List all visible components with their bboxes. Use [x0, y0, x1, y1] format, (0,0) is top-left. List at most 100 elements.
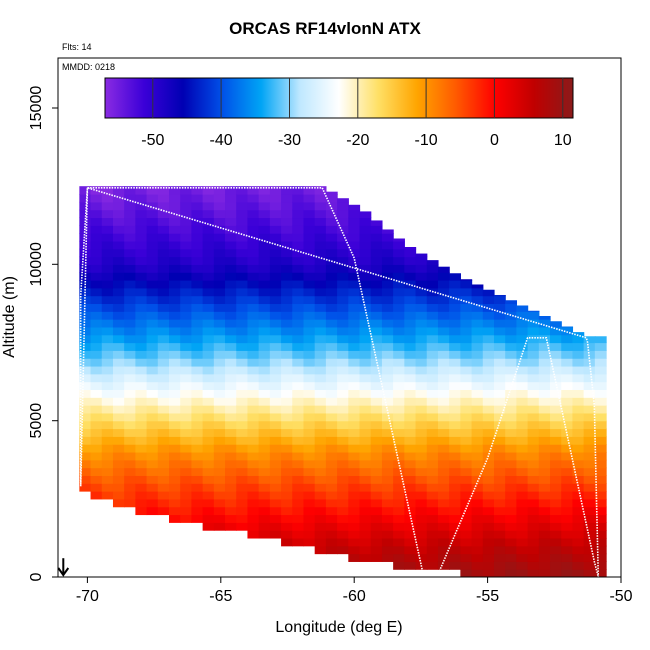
- field-cell: [202, 350, 215, 359]
- field-cell: [258, 240, 271, 250]
- field-cell: [471, 405, 484, 414]
- field-cell: [460, 491, 473, 500]
- field-cell: [236, 272, 249, 281]
- field-cell: [180, 358, 193, 367]
- field-cell: [112, 373, 125, 383]
- field-cell: [460, 553, 473, 562]
- field-cell: [348, 467, 361, 476]
- field-cell: [572, 475, 585, 484]
- field-cell: [471, 381, 484, 391]
- field-cell: [112, 389, 125, 398]
- field-cell: [180, 491, 193, 500]
- field-cell: [471, 287, 484, 297]
- field-cell: [325, 326, 338, 336]
- field-cell: [493, 295, 506, 305]
- field-cell: [404, 530, 417, 539]
- y-tick-label: 5000: [28, 403, 45, 439]
- field-cell: [550, 467, 562, 476]
- field-cell: [191, 279, 204, 289]
- field-cell: [281, 514, 293, 523]
- field-cell: [124, 451, 136, 461]
- field-cell: [225, 295, 237, 305]
- field-cell: [337, 217, 349, 226]
- field-cell: [124, 420, 136, 430]
- field-cell: [460, 436, 473, 445]
- field-cell: [505, 428, 518, 437]
- field-cell: [415, 475, 428, 484]
- field-cell: [225, 350, 237, 359]
- field-cell: [561, 553, 574, 562]
- field-cell: [213, 326, 226, 336]
- field-cell: [247, 475, 260, 484]
- field-cell: [236, 256, 249, 265]
- field-cell: [381, 475, 394, 484]
- field-cell: [426, 272, 439, 281]
- field-cell: [157, 498, 170, 508]
- field-cell: [247, 420, 260, 430]
- field-cell: [381, 381, 394, 391]
- field-cell: [236, 389, 249, 398]
- field-cell: [348, 498, 361, 508]
- field-cell: [460, 420, 473, 430]
- field-cell: [247, 444, 260, 453]
- field-cell: [236, 342, 249, 351]
- field-cell: [426, 444, 439, 453]
- field-cell: [426, 264, 439, 273]
- field-cell: [213, 201, 226, 211]
- field-cell: [269, 467, 282, 476]
- field-cell: [415, 287, 428, 297]
- field-cell: [527, 451, 540, 461]
- field-cell: [393, 451, 405, 461]
- field-cell: [370, 397, 383, 406]
- field-cell: [583, 475, 596, 484]
- field-cell: [202, 358, 215, 367]
- field-cell: [583, 350, 596, 359]
- field-cell: [370, 248, 383, 258]
- field-cell: [292, 412, 305, 422]
- field-cell: [281, 389, 293, 398]
- field-cell: [169, 428, 181, 437]
- field-cell: [348, 537, 361, 547]
- field-cell: [426, 279, 439, 289]
- field-cell: [157, 186, 170, 195]
- field-cell: [550, 451, 562, 461]
- field-cell: [370, 287, 383, 297]
- field-cell: [538, 397, 551, 406]
- field-cell: [337, 256, 349, 265]
- field-cell: [359, 412, 372, 422]
- field-cell: [314, 350, 327, 359]
- field-cell: [101, 311, 114, 320]
- field-cell: [202, 420, 215, 430]
- field-cell: [202, 217, 215, 226]
- field-cell: [213, 287, 226, 297]
- field-cell: [527, 545, 540, 555]
- field-cell: [314, 545, 327, 555]
- field-cell: [202, 389, 215, 398]
- field-cell: [79, 373, 92, 383]
- field-cell: [124, 365, 136, 375]
- field-cell: [303, 467, 316, 476]
- field-cell: [471, 295, 484, 305]
- field-cell: [583, 522, 596, 531]
- field-cell: [135, 342, 148, 351]
- field-cell: [258, 420, 271, 430]
- field-cell: [236, 397, 249, 406]
- field-cell: [90, 326, 103, 336]
- field-cell: [213, 373, 226, 383]
- field-cell: [112, 459, 125, 469]
- field-cell: [381, 334, 394, 344]
- field-cell: [359, 248, 372, 258]
- field-cell: [247, 365, 260, 375]
- field-cell: [90, 467, 103, 476]
- field-cell: [314, 389, 327, 398]
- field-cell: [426, 561, 439, 570]
- field-cell: [314, 233, 327, 242]
- field-cell: [258, 475, 271, 484]
- field-cell: [370, 326, 383, 336]
- field-cell: [505, 342, 518, 351]
- field-cell: [269, 365, 282, 375]
- field-cell: [370, 389, 383, 398]
- field-cell: [124, 358, 136, 367]
- field-cell: [79, 483, 92, 492]
- field-cell: [314, 506, 327, 516]
